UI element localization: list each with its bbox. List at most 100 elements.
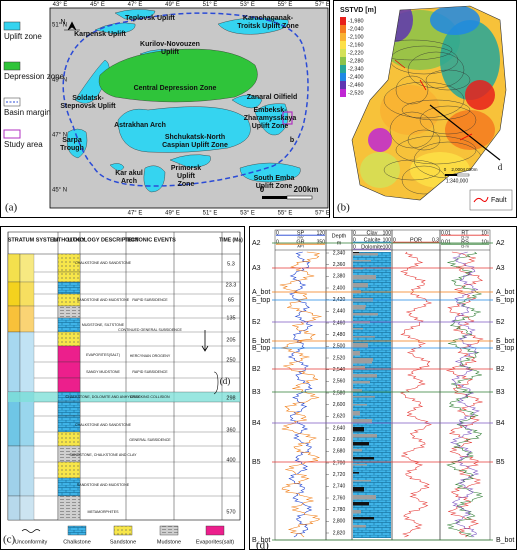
scale-max: 10⁵ bbox=[481, 239, 489, 245]
scale-label: 0 bbox=[444, 167, 447, 172]
contour-blob bbox=[445, 110, 495, 150]
map-label: Caspian Uplift Zone bbox=[162, 142, 228, 149]
scale-label: 200km bbox=[294, 185, 319, 194]
map-label: Shchukatsk-North bbox=[165, 134, 225, 141]
rs-curve bbox=[449, 251, 480, 538]
horizon-label: В5 bbox=[252, 459, 261, 466]
legend-swatch bbox=[3, 21, 21, 31]
depth-label: 2,380 bbox=[333, 274, 346, 280]
map-label: Arch bbox=[121, 178, 137, 185]
lithology-band bbox=[353, 464, 367, 466]
lithology-band bbox=[353, 268, 363, 270]
horizon-label: A_bot bbox=[496, 289, 514, 296]
time-label: 298 bbox=[226, 395, 235, 401]
era-cell bbox=[7, 305, 21, 333]
horizon-label: Б2 bbox=[252, 319, 261, 326]
map-label: Soldatsk- bbox=[72, 95, 104, 102]
event: RAPID SUBSIDENCE bbox=[132, 298, 168, 302]
table-frame bbox=[7, 231, 241, 521]
depth-label: 2,720 bbox=[333, 472, 346, 478]
contour-line bbox=[383, 81, 465, 119]
scale-label: 4,000m bbox=[462, 167, 477, 172]
colorbar-label: -2,280 bbox=[348, 58, 364, 64]
lithology-band bbox=[353, 396, 375, 398]
lithology-band bbox=[353, 359, 372, 364]
callout-arrow bbox=[201, 330, 209, 352]
description: EVAPORITES(SALT) bbox=[86, 353, 120, 357]
depression-zone bbox=[98, 48, 258, 103]
lithology-cell bbox=[57, 331, 81, 347]
period-cell bbox=[19, 281, 35, 307]
event: RAPID SUBSIDENCE bbox=[132, 370, 168, 374]
lon-label: 43° E bbox=[53, 2, 68, 8]
column-header: LITHOLOGY bbox=[53, 237, 85, 243]
lithology-band bbox=[353, 411, 360, 416]
scale-min: 0 bbox=[276, 230, 279, 236]
era-cell bbox=[7, 331, 21, 393]
depth-label: 2,820 bbox=[333, 530, 346, 536]
lithology-cell bbox=[57, 477, 81, 497]
horizon-label: В4 bbox=[252, 420, 261, 427]
column-header: TECTONIC EVENTS bbox=[124, 237, 176, 243]
lon-label: 49° E bbox=[165, 211, 180, 217]
period-cell bbox=[19, 445, 35, 497]
colorbar-label: -2,340 bbox=[348, 66, 364, 72]
unit: Ω·m bbox=[461, 244, 469, 249]
colorbar-swatch bbox=[340, 41, 346, 49]
description: SANDSTONE AND MUDSTONE bbox=[77, 298, 130, 302]
map-label: Uplift Zone bbox=[256, 183, 293, 190]
contour-blob bbox=[440, 20, 500, 100]
colorbar-swatch bbox=[340, 81, 346, 89]
depth-label: 2,520 bbox=[333, 355, 346, 361]
colorbar-swatch bbox=[340, 65, 346, 73]
scale-min: 0.01 bbox=[441, 239, 451, 245]
map-label: Uplift Zone bbox=[252, 123, 289, 130]
uplift-zone bbox=[169, 154, 211, 169]
colorbar-swatch bbox=[340, 89, 346, 97]
legend-label: Mudstone bbox=[157, 539, 181, 545]
depth-label: 2,540 bbox=[333, 367, 346, 373]
lithology-band bbox=[353, 328, 363, 330]
colorbar-swatch bbox=[340, 17, 346, 25]
contour-blob bbox=[380, 85, 440, 135]
section-line bbox=[429, 104, 501, 161]
time-label: 5.3 bbox=[227, 261, 235, 267]
uplift-zone bbox=[254, 103, 289, 136]
depth-label: 2,640 bbox=[333, 425, 346, 431]
lithology-cell bbox=[57, 271, 81, 283]
colorbar-swatch bbox=[340, 25, 346, 33]
legend-swatch bbox=[205, 525, 225, 536]
scale-max: 100 bbox=[383, 244, 392, 250]
lithology-band bbox=[353, 404, 367, 406]
map-label: Trough bbox=[60, 145, 84, 152]
lithology-band bbox=[353, 381, 370, 384]
panel-label: (c) bbox=[3, 534, 16, 546]
contour-blob bbox=[430, 6, 480, 35]
time-label: 65 bbox=[228, 297, 234, 303]
uplift-zone bbox=[66, 128, 88, 159]
lithology-band bbox=[353, 427, 364, 432]
description: SANDSTONE, CHALKSTONE AND CLAY bbox=[69, 453, 137, 457]
curve-name: RT bbox=[461, 230, 469, 236]
lithology-cell bbox=[57, 305, 81, 319]
lithology-band bbox=[353, 419, 372, 424]
colorbar-label: -2,460 bbox=[348, 82, 364, 88]
uplift-zone bbox=[114, 9, 156, 20]
panel-label: (d) bbox=[256, 540, 269, 550]
map-outline bbox=[351, 5, 507, 201]
lithology-cell bbox=[57, 345, 81, 363]
map-label: Karpensk Uplift bbox=[74, 31, 126, 38]
scale-bar bbox=[445, 174, 457, 176]
contour-line bbox=[407, 51, 465, 89]
map-label: South Emba bbox=[254, 175, 295, 182]
time-label: 570 bbox=[226, 509, 235, 515]
colorbar-label: -2,100 bbox=[348, 34, 364, 40]
event: GENERAL SUBSIDENCE bbox=[129, 438, 171, 442]
scale-max: 0.3 bbox=[432, 237, 439, 243]
contour-blob bbox=[360, 152, 400, 188]
depth-label: 2,460 bbox=[333, 320, 346, 326]
era-cell bbox=[7, 495, 21, 521]
period-cell bbox=[19, 495, 35, 521]
colorbar-label: -1,980 bbox=[348, 18, 364, 24]
